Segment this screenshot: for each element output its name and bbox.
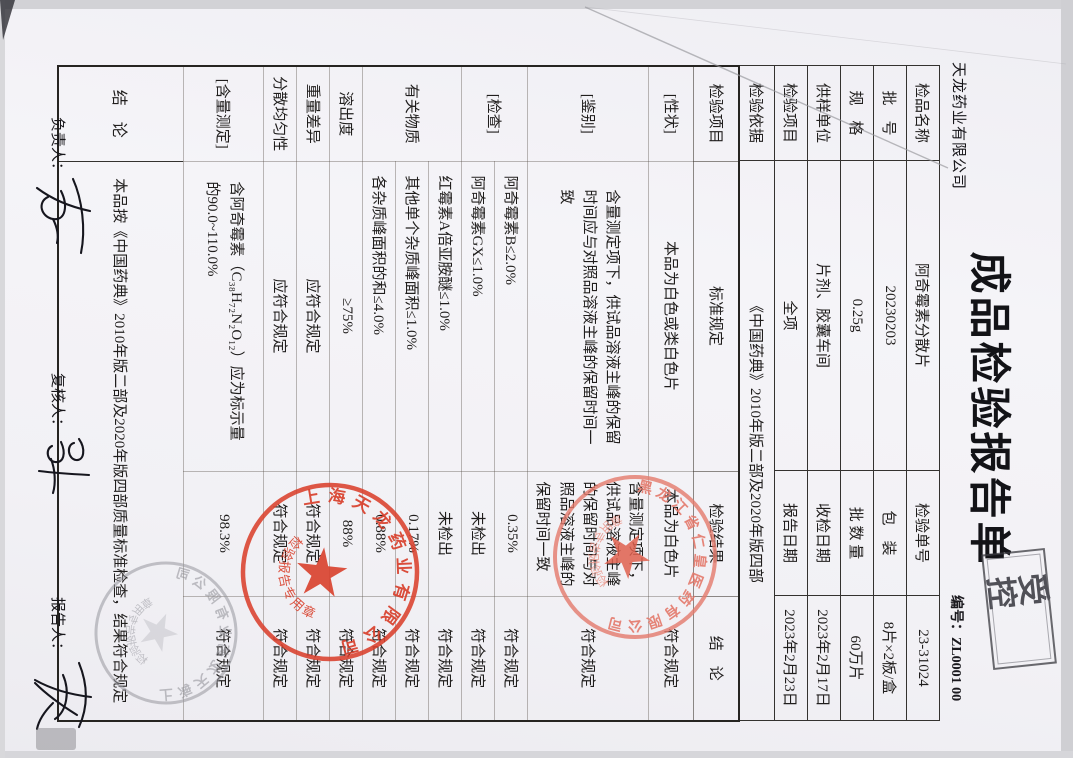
responsible-signature: 负责人： [35, 117, 92, 255]
info-value: 23-31024 [906, 595, 940, 721]
result-cell: 未检出 [461, 471, 495, 596]
standard-cell: 应符合规定 [296, 161, 330, 471]
info-label: 收检日期 [807, 470, 841, 596]
handwritten-signature [37, 437, 91, 495]
info-label: 批 号 [873, 65, 907, 161]
reviewer-signature: 复核人： [37, 373, 91, 495]
seal-ring [240, 482, 420, 662]
reviewer-label: 复核人： [49, 373, 65, 434]
red-seal-heilongjiang: ★ 黑龙江省仁皇医药有限公司 检验报告专用章 [553, 475, 726, 651]
table-row: 阿奇霉素GX≤1.0% 未检出 符合规定 [461, 66, 495, 721]
info-value: 20230203 [873, 160, 907, 471]
standard-cell: 各杂质峰面积的和≤4.0% [362, 161, 396, 471]
doc-number: 编号：ZL0001 00 [948, 595, 963, 702]
controlled-stamp-frame [986, 553, 1052, 665]
standard-cell: 应符合规定 [263, 161, 297, 471]
item-label: 有关物质 [362, 66, 462, 161]
reporter-signature: 报告人： [33, 597, 93, 731]
table-row: 批 号 20230203 包 装 8片×2板/盒 [873, 65, 907, 721]
table-row: [检查] 阿奇霉素B≤2.0% 0.35% 符合规定 [461, 66, 528, 721]
reporter-label: 报告人： [49, 597, 65, 658]
controlled-stamp: 受控 [981, 547, 1057, 671]
item-label: 溶出度 [329, 66, 363, 161]
col-header: 标准规定 [694, 161, 739, 471]
info-value: 2023年2月23日 [774, 595, 808, 721]
conclusion-cell: 符合规定 [494, 596, 528, 721]
info-label: 批 数 量 [840, 470, 874, 596]
info-label: 检验单号 [906, 470, 940, 596]
table-row: 检验依据 《中国药典》2010年版二部及2020年版四部 [739, 65, 775, 721]
item-label: 分散均匀性 [263, 66, 297, 161]
info-table: 检品名称 阿奇霉素分散片 检验单号 23-31024 批 号 20230203 … [739, 65, 940, 721]
info-label: 检验依据 [739, 65, 775, 161]
item-label: [检查] [461, 66, 528, 161]
info-value: 全项 [774, 160, 808, 471]
info-label: 报告日期 [774, 470, 808, 596]
seal-ring [94, 561, 238, 705]
seal-ring [553, 475, 717, 639]
item-label: [含量测定] [183, 66, 264, 161]
standard-cell: 其他单个杂质峰面积≤1.0% [395, 161, 429, 471]
table-row: 供样单位 片剂、胶囊车间 收检日期 2023年2月17日 [807, 65, 841, 721]
standard-cell: 红霉素A倍亚胺醚≤1.0% [428, 161, 462, 471]
item-label: [鉴别] [527, 66, 649, 161]
table-row: 检品名称 阿奇霉素分散片 检验单号 23-31024 [906, 65, 940, 721]
conclusion-cell: 符合规定 [461, 596, 495, 721]
item-label: 重量差异 [296, 66, 330, 161]
ghost-seal: ★ 上海天龙药业有限公司 检验报告专用章 [94, 561, 241, 709]
standard-cell: 阿奇霉素B≤2.0% [494, 161, 528, 471]
table-row: 规 格 0.25g 批 数 量 60万片 [840, 65, 874, 721]
info-value: 阿奇霉素分散片 [906, 160, 940, 471]
handwritten-signature [33, 661, 93, 731]
result-cell: 未检出 [428, 471, 462, 596]
info-label: 检验项目 [774, 65, 808, 161]
info-label: 检品名称 [906, 65, 940, 161]
standard-cell: 含量测定项下，供试品溶液主峰的保留时间应与对照品溶液主峰的保留时间一致 [527, 161, 649, 471]
standard-cell: 本品为白色或类白色片 [649, 161, 694, 471]
info-value: 60万片 [840, 595, 874, 721]
info-label: 包 装 [873, 470, 907, 596]
standard-cell: 含阿奇霉素（C₃₈H₇₂N₂O₁₂）应为标示量的90.0~110.0% [183, 161, 264, 471]
responsible-label: 负责人： [49, 117, 65, 178]
table-row: 检验项目 全项 报告日期 2023年2月23日 [774, 65, 808, 721]
item-label: [性状] [649, 66, 694, 161]
handwritten-signature [35, 177, 92, 255]
info-value: 2023年2月17日 [807, 595, 841, 721]
standard-cell: 阿奇霉素GX≤1.0% [461, 161, 495, 471]
info-value: 8片×2板/盒 [873, 595, 907, 721]
info-value: 片剂、胶囊车间 [807, 160, 841, 471]
standard-cell: ≥75% [329, 161, 363, 471]
info-value: 《中国药典》2010年版二部及2020年版四部 [739, 160, 775, 721]
info-label: 供样单位 [807, 65, 841, 161]
info-label: 规 格 [840, 65, 874, 161]
signature-row: 负责人： 复核人： 报告人： [3, 65, 93, 731]
result-cell: 0.35% [494, 471, 528, 596]
col-header: 检验项目 [694, 66, 739, 161]
red-seal-shanghai: ★ 上海天龙药业有限公司 检验报告专用章 [240, 470, 431, 662]
star-icon: ★ [129, 607, 189, 657]
info-value: 0.25g [840, 160, 874, 471]
